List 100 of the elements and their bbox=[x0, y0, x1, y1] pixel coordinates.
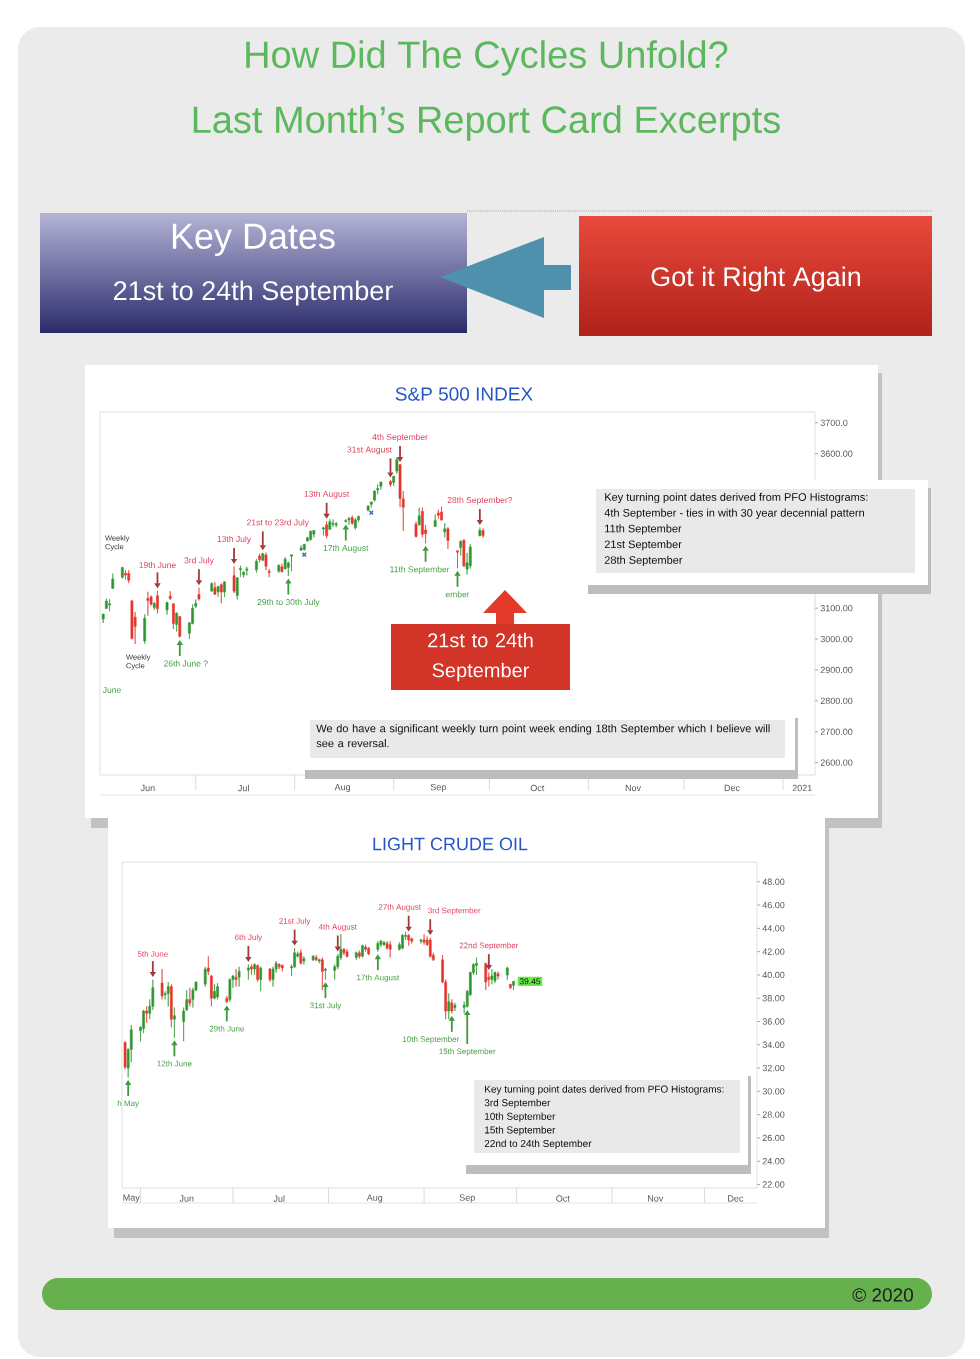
annotation: 4th August bbox=[318, 923, 357, 932]
candlestick bbox=[410, 937, 414, 944]
annotation: 15th September bbox=[439, 1048, 496, 1056]
candlestick bbox=[354, 951, 358, 961]
candlestick bbox=[242, 570, 245, 578]
y-tick-label: 3600.00 bbox=[820, 450, 853, 457]
annotation: 17th August bbox=[323, 544, 369, 553]
annotation: 10th September bbox=[402, 1036, 460, 1044]
candlestick bbox=[446, 526, 450, 550]
candlestick bbox=[256, 964, 259, 983]
candlestick bbox=[388, 940, 392, 958]
y-tick-label: 3000.00 bbox=[820, 635, 853, 643]
candlestick bbox=[216, 982, 219, 1000]
candlestick bbox=[175, 612, 178, 632]
candlestick bbox=[433, 514, 437, 527]
candlestick bbox=[392, 475, 396, 487]
candlestick bbox=[324, 967, 327, 980]
y-tick-label: 32.00 bbox=[762, 1064, 785, 1072]
text: © 2020 bbox=[852, 1288, 913, 1302]
annotation: 4th September - ties in with 30 year decennial pattern bbox=[604, 508, 864, 519]
candlestick bbox=[484, 962, 488, 991]
candlestick bbox=[170, 983, 173, 1028]
annotation: 29th to 30th July bbox=[257, 598, 320, 607]
candlestick bbox=[123, 1040, 127, 1070]
candlestick bbox=[317, 958, 321, 964]
candlestick bbox=[152, 601, 156, 611]
candlestick bbox=[493, 971, 497, 984]
candlestick bbox=[475, 957, 478, 976]
candlestick bbox=[414, 521, 418, 538]
annotation: 28th September? bbox=[447, 496, 513, 505]
candlestick bbox=[382, 940, 386, 947]
annotation: 29th June bbox=[209, 1025, 245, 1032]
x-tick-label: Nov bbox=[625, 784, 642, 792]
candlestick bbox=[188, 987, 192, 1007]
candlestick bbox=[309, 530, 313, 542]
x-tick-label: Oct bbox=[556, 1195, 570, 1202]
candlestick bbox=[478, 527, 482, 537]
y-tick-label: 42.00 bbox=[762, 948, 785, 955]
y-tick-label: 36.00 bbox=[762, 1018, 785, 1025]
y-tick-label: 48.00 bbox=[762, 878, 785, 885]
text: How Did The Cycles Unfold? bbox=[246, 40, 728, 76]
y-tick-label: 3700.0 bbox=[820, 419, 848, 426]
candlestick bbox=[334, 521, 338, 528]
candlestick bbox=[428, 937, 432, 958]
candlestick bbox=[379, 939, 383, 948]
y-tick-label: 28.00 bbox=[762, 1111, 785, 1118]
candlestick bbox=[459, 539, 463, 556]
candlestick bbox=[219, 583, 223, 604]
candlestick bbox=[268, 967, 272, 983]
annotation: 31st July bbox=[309, 1002, 342, 1010]
annotation: 15th September bbox=[485, 1126, 556, 1136]
y-tick-label: 22.00 bbox=[762, 1181, 785, 1188]
annotation: 22nd September bbox=[459, 942, 519, 950]
annotation: 28th September bbox=[604, 555, 683, 567]
x-tick-label: Oct bbox=[530, 784, 545, 792]
candlestick bbox=[447, 993, 451, 1020]
candlestick bbox=[145, 1006, 148, 1023]
annotation: 13th August bbox=[304, 490, 350, 499]
candlestick bbox=[437, 509, 440, 520]
candlestick bbox=[347, 516, 351, 526]
candlestick bbox=[127, 569, 131, 584]
text: Last Month’s Report Card Excerpts bbox=[193, 105, 780, 141]
candlestick bbox=[261, 552, 265, 562]
y-tick-label: 2800.00 bbox=[820, 697, 853, 705]
candlestick bbox=[342, 947, 346, 956]
annotation: 11th September bbox=[605, 524, 682, 535]
candlestick bbox=[213, 983, 216, 1000]
x-tick-label: Jul bbox=[273, 1195, 285, 1202]
candlestick bbox=[108, 598, 111, 612]
candlestick bbox=[302, 543, 306, 551]
candlestick bbox=[166, 981, 170, 1007]
candlestick bbox=[120, 566, 124, 579]
candlestick bbox=[124, 569, 127, 580]
annotation: We do have a significant weekly turn point week ending 18th September which I believe will see a reversal. bbox=[316, 724, 770, 748]
candlestick bbox=[210, 582, 214, 592]
y-tick-label: 26.00 bbox=[762, 1134, 785, 1142]
x-tick-label: Nov bbox=[648, 1195, 664, 1202]
annotation: 3rd September bbox=[484, 1098, 551, 1109]
y-tick-label: 40.00 bbox=[762, 971, 785, 979]
y-tick-label: 34.00 bbox=[762, 1041, 785, 1048]
candlestick bbox=[172, 603, 175, 630]
x-tick-label: Aug bbox=[366, 1194, 383, 1203]
candlestick bbox=[506, 966, 509, 980]
candlestick bbox=[168, 590, 172, 601]
annotation: 21st July bbox=[279, 917, 311, 926]
candlestick bbox=[312, 529, 316, 538]
candlestick bbox=[290, 554, 293, 572]
candlestick bbox=[490, 968, 494, 985]
annotation: 27th August bbox=[378, 903, 421, 912]
annotation: 10th September bbox=[485, 1112, 556, 1122]
x-tick-label: 2021 bbox=[792, 784, 812, 792]
candlestick bbox=[280, 563, 284, 573]
candlestick bbox=[130, 600, 134, 640]
candlestick bbox=[379, 481, 383, 490]
candlestick bbox=[259, 966, 263, 992]
candlestick bbox=[509, 983, 512, 990]
candlestick bbox=[417, 507, 421, 526]
candlestick bbox=[239, 565, 242, 578]
x-tick-label: Sep bbox=[459, 1194, 475, 1203]
candlestick bbox=[173, 1007, 176, 1039]
